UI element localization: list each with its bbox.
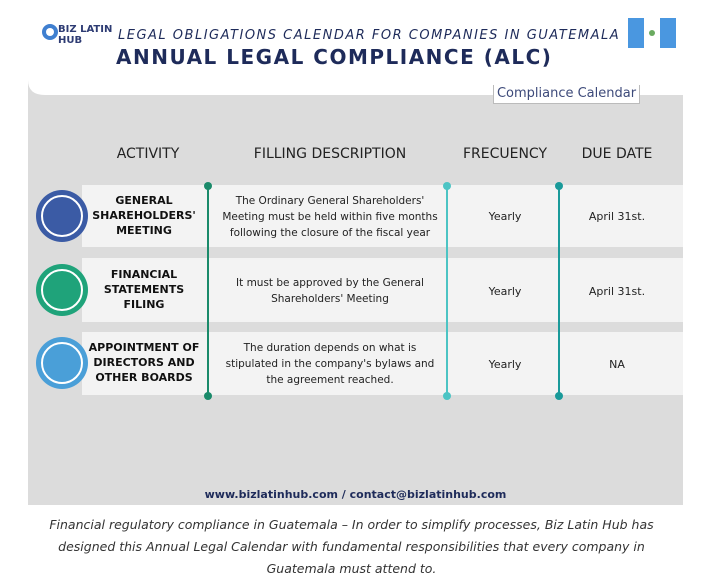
row-bg	[82, 332, 683, 395]
logo-icon-inner	[46, 28, 54, 36]
due-date: April 31st.	[588, 210, 646, 223]
description: The duration depends on what is stipulat…	[225, 342, 435, 386]
description: It must be approved by the General Share…	[236, 277, 424, 305]
icon	[36, 337, 88, 389]
row-bg	[82, 258, 683, 322]
due-date: April 31st.	[588, 285, 646, 298]
flag-stripe	[660, 18, 676, 48]
frequency: Yearly	[488, 285, 522, 298]
subtitle: LEGAL OBLIGATIONS CALENDAR FOR COMPANIES…	[118, 28, 621, 43]
logo-text: BIZ LATIN	[58, 24, 113, 35]
footer: www.bizlatinhub.com / contact@bizlatinhu…	[204, 488, 507, 501]
activity: GENERAL SHAREHOLDERS' MEETING	[92, 194, 196, 237]
tab: Compliance Calendar	[493, 85, 640, 104]
icon-ring	[41, 269, 83, 311]
column-header: FILLING DESCRIPTION	[253, 146, 407, 162]
icon-ring	[41, 195, 83, 237]
icon-ring	[41, 342, 83, 384]
frequency: Yearly	[488, 210, 522, 223]
column-header: DUE DATE	[581, 146, 653, 162]
activity: FINANCIAL STATEMENTS FILING	[103, 268, 185, 311]
activity: APPOINTMENT OF DIRECTORS AND OTHER BOARD…	[88, 341, 200, 384]
description: The Ordinary General Shareholders' Meeti…	[222, 195, 438, 239]
title: ANNUAL LEGAL COMPLIANCE (ALC)	[116, 45, 553, 69]
divider	[204, 182, 563, 400]
row-bg	[82, 185, 683, 247]
icon	[36, 264, 88, 316]
column-header: FRECUENCY	[462, 146, 548, 162]
logo-text: HUB	[58, 35, 83, 46]
flag-stripe	[628, 18, 644, 48]
due-date: NA	[609, 358, 625, 371]
column-header: ACTIVITY	[116, 146, 180, 162]
caption: Financial regulatory compliance in Guate…	[49, 517, 654, 576]
frequency: Yearly	[488, 358, 522, 371]
flag-emblem	[649, 30, 655, 36]
icon	[36, 190, 88, 242]
